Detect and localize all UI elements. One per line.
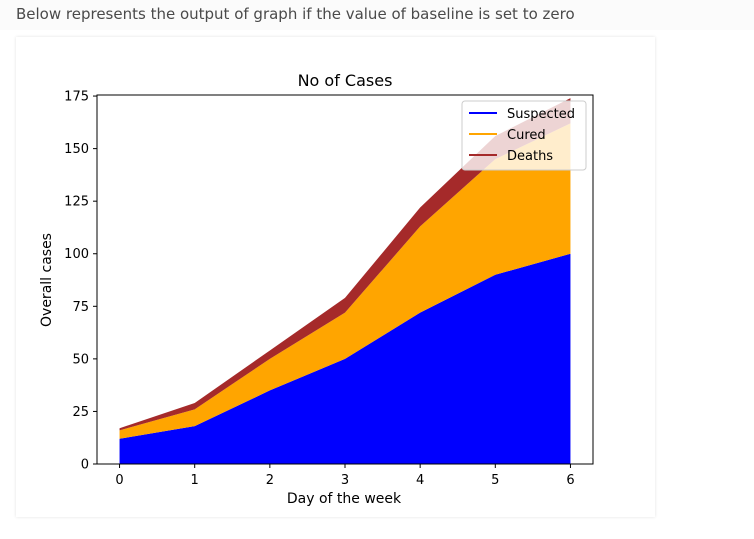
x-axis-label: Day of the week bbox=[287, 491, 402, 507]
top-band bbox=[0, 0, 754, 30]
y-axis-label: Overall cases bbox=[39, 233, 55, 327]
x-tick-label: 3 bbox=[341, 473, 349, 488]
caption-text: Below represents the output of graph if … bbox=[16, 5, 575, 23]
x-tick-label: 2 bbox=[266, 473, 274, 488]
area-cured bbox=[119, 123, 571, 439]
chart-title: No of Cases bbox=[298, 71, 393, 90]
legend-label-suspected: Suspected bbox=[507, 107, 575, 122]
y-tick-label: 150 bbox=[64, 142, 89, 157]
y-tick-label: 0 bbox=[81, 458, 89, 473]
area-layers bbox=[119, 98, 571, 464]
y-tick-label: 125 bbox=[64, 195, 89, 210]
x-tick-label: 1 bbox=[191, 473, 199, 488]
x-tick-label: 0 bbox=[115, 473, 123, 488]
y-tick-label: 75 bbox=[72, 300, 89, 315]
legend-box bbox=[461, 100, 587, 171]
x-tick-label: 6 bbox=[566, 473, 574, 488]
x-tick-label: 4 bbox=[416, 473, 424, 488]
legend-label-deaths: Deaths bbox=[507, 149, 553, 164]
x-axis: 0 1 2 3 4 5 6 bbox=[115, 464, 575, 488]
y-axis: 0 25 50 75 100 125 150 175 bbox=[64, 90, 97, 473]
legend: Suspected Cured Deaths bbox=[461, 100, 587, 171]
x-tick-label: 5 bbox=[491, 473, 499, 488]
y-tick-label: 175 bbox=[64, 90, 89, 105]
area-deaths bbox=[119, 98, 571, 431]
legend-label-cured: Cured bbox=[507, 128, 546, 143]
y-tick-label: 25 bbox=[72, 405, 89, 420]
y-tick-label: 100 bbox=[64, 247, 89, 262]
y-tick-label: 50 bbox=[72, 352, 89, 367]
